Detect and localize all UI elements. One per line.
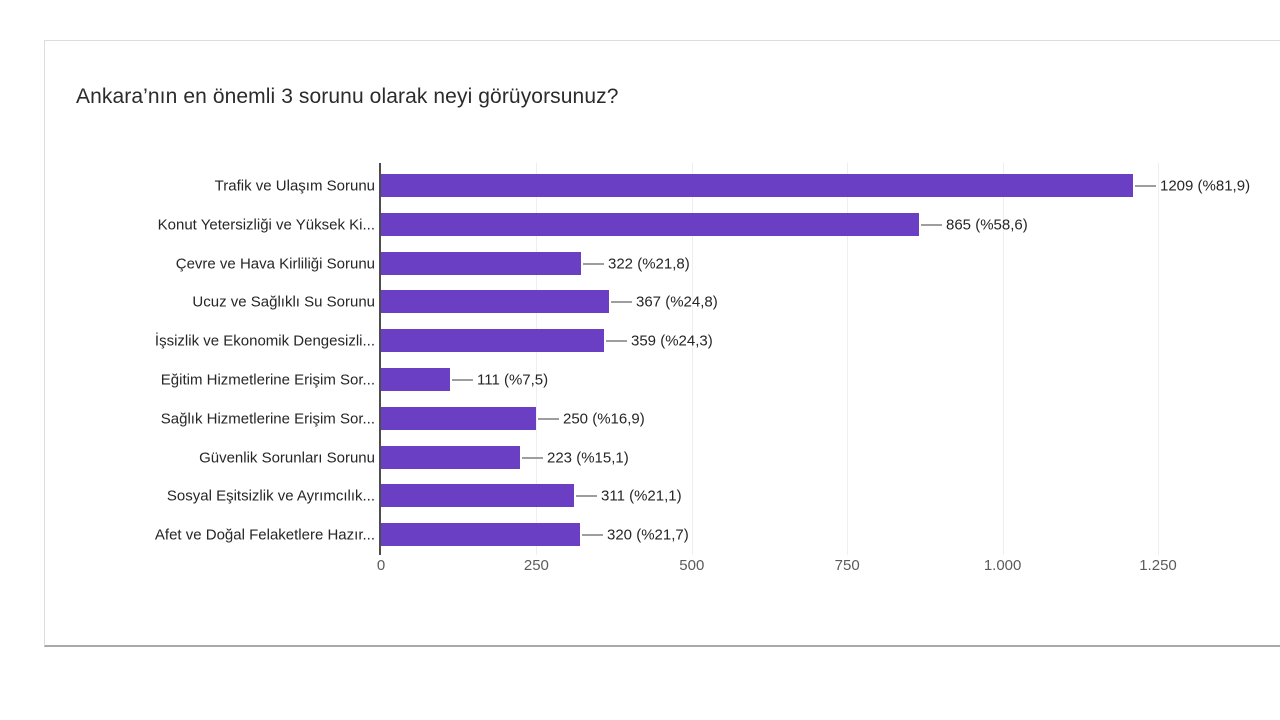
bar xyxy=(381,368,450,391)
callout-line xyxy=(576,494,597,497)
chart-row: Sağlık Hizmetlerine Erişim Sor... 250 (%1… xyxy=(45,399,1280,438)
callout-line xyxy=(611,300,632,303)
gridline xyxy=(691,163,693,555)
callout-line xyxy=(583,262,604,265)
value-label: 359 (%24,3) xyxy=(631,332,713,349)
category-label: Ucuz ve Sağlıklı Su Sorunu xyxy=(192,293,375,310)
chart-row: Eğitim Hizmetlerine Erişim Sor... 111 (%7… xyxy=(45,360,1280,399)
value-label: 223 (%15,1) xyxy=(547,449,629,466)
x-axis-tick-label: 500 xyxy=(679,557,705,574)
value-label: 111 (%7,5) xyxy=(477,371,549,388)
category-label: Konut Yetersizliği ve Yüksek Ki... xyxy=(157,216,375,233)
category-label: İşsizlik ve Ekonomik Dengesizli... xyxy=(154,332,375,349)
x-axis-tick-label: 1.000 xyxy=(983,557,1022,574)
bar xyxy=(381,252,581,275)
value-label: 367 (%24,8) xyxy=(636,293,718,310)
x-axis-tick-label: 0 xyxy=(376,557,386,574)
chart-row: İşsizlik ve Ekonomik Dengesizli... 359 (%… xyxy=(45,321,1280,360)
category-label: Afet ve Doğal Felaketlere Hazır... xyxy=(154,526,375,543)
bar xyxy=(381,290,609,313)
value-label: 311 (%21,1) xyxy=(601,487,682,504)
category-label: Güvenlik Sorunları Sorunu xyxy=(199,449,375,466)
bar xyxy=(381,446,520,469)
bar xyxy=(381,329,604,352)
y-axis-line xyxy=(379,163,381,555)
x-axis-tick-label: 1.250 xyxy=(1139,557,1177,574)
callout-line xyxy=(452,378,473,381)
bar xyxy=(381,174,1133,197)
category-label: Trafik ve Ulaşım Sorunu xyxy=(214,177,375,194)
callout-line xyxy=(522,456,543,459)
category-label: Sosyal Eşitsizlik ve Ayrımcılık... xyxy=(166,487,375,504)
chart-row: Afet ve Doğal Felaketlere Hazır... 320 (%… xyxy=(45,515,1280,554)
chart-title: Ankara’nın en önemli 3 sorunu olarak ney… xyxy=(76,85,619,108)
gridline xyxy=(1002,163,1004,555)
category-label: Çevre ve Hava Kirliliği Sorunu xyxy=(175,255,375,272)
category-label: Eğitim Hizmetlerine Erişim Sor... xyxy=(160,371,375,388)
value-label: 322 (%21,8) xyxy=(608,255,690,272)
bar-chart: Trafik ve Ulaşım Sorunu 1209 (%81,9) Konut… xyxy=(45,41,1280,645)
bar xyxy=(381,407,536,430)
gridline xyxy=(536,163,538,555)
gridline xyxy=(847,163,849,555)
bar xyxy=(381,484,574,507)
value-label: 250 (%16,9) xyxy=(563,410,645,427)
x-axis-tick-label: 750 xyxy=(834,557,860,574)
callout-line xyxy=(1135,184,1156,187)
survey-results-card: Ankara’nın en önemli 3 sorunu olarak ney… xyxy=(44,40,1280,647)
chart-row: Ucuz ve Sağlıklı Su Sorunu 367 (%24,8) xyxy=(45,282,1280,321)
x-axis-tick-label: 250 xyxy=(523,557,549,574)
chart-row: Sosyal Eşitsizlik ve Ayrımcılık... 311 (%… xyxy=(45,476,1280,515)
value-label: 1209 (%81,9) xyxy=(1160,177,1251,194)
callout-line xyxy=(606,339,627,342)
chart-row: Trafik ve Ulaşım Sorunu 1209 (%81,9) xyxy=(45,166,1280,205)
chart-row: Çevre ve Hava Kirliliği Sorunu 322 (%21,8… xyxy=(45,244,1280,283)
callout-line xyxy=(921,223,942,226)
bar xyxy=(381,523,580,546)
chart-row: Konut Yetersizliği ve Yüksek Ki... 865 (%… xyxy=(45,205,1280,244)
chart-row: Güvenlik Sorunları Sorunu 223 (%15,1) xyxy=(45,438,1280,477)
category-label: Sağlık Hizmetlerine Erişim Sor... xyxy=(160,410,375,427)
bar xyxy=(381,213,919,236)
callout-line xyxy=(582,533,603,536)
value-label: 865 (%58,6) xyxy=(946,216,1028,233)
callout-line xyxy=(538,417,559,420)
value-label: 320 (%21,7) xyxy=(607,526,689,543)
gridline xyxy=(1158,163,1159,555)
